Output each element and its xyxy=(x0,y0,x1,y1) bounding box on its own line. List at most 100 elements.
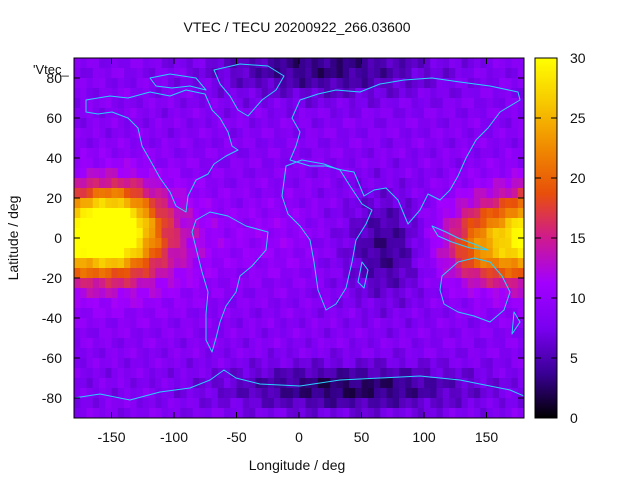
heatmap-cell xyxy=(230,278,238,289)
heatmap-cell xyxy=(467,258,475,269)
heatmap-cell xyxy=(167,378,175,389)
heatmap-cell xyxy=(155,278,163,289)
heatmap-cell xyxy=(492,118,500,129)
heatmap-cell xyxy=(361,128,369,139)
heatmap-cell xyxy=(411,388,419,399)
heatmap-cell xyxy=(442,228,450,239)
heatmap-cell xyxy=(336,188,344,199)
heatmap-cell xyxy=(474,368,481,379)
heatmap-cell xyxy=(424,68,431,79)
heatmap-cell xyxy=(192,118,200,129)
heatmap-cell xyxy=(505,258,513,269)
heatmap-cell xyxy=(199,258,206,269)
heatmap-cell xyxy=(399,268,406,279)
heatmap-cell xyxy=(486,98,494,109)
heatmap-cell xyxy=(517,188,524,199)
heatmap-cell xyxy=(199,58,206,69)
heatmap-cell xyxy=(117,128,125,139)
heatmap-cell xyxy=(136,348,144,359)
heatmap-cell xyxy=(261,298,269,309)
heatmap-cell xyxy=(405,368,413,379)
heatmap-cell xyxy=(142,338,150,349)
heatmap-cell xyxy=(136,268,144,279)
heatmap-cell xyxy=(211,98,219,109)
heatmap-cell xyxy=(417,148,425,159)
heatmap-cell xyxy=(92,278,100,289)
heatmap-cell xyxy=(142,68,150,79)
heatmap-cell xyxy=(99,398,106,409)
heatmap-cell xyxy=(267,178,275,189)
heatmap-cell xyxy=(342,208,350,219)
heatmap-cell xyxy=(80,398,88,409)
heatmap-cell xyxy=(174,268,181,279)
heatmap-cell xyxy=(355,358,363,369)
heatmap-cell xyxy=(430,308,438,319)
heatmap-cell xyxy=(136,408,144,418)
heatmap-cell xyxy=(405,248,413,259)
heatmap-cell xyxy=(142,288,150,299)
heatmap-cell xyxy=(205,218,213,229)
heatmap-cell xyxy=(99,338,106,349)
heatmap-cell xyxy=(99,58,106,69)
heatmap-cell xyxy=(267,118,275,129)
heatmap-cell xyxy=(392,158,400,169)
heatmap-cell xyxy=(217,208,225,219)
heatmap-cell xyxy=(99,278,106,289)
y-tick-label: 0 xyxy=(54,230,62,246)
heatmap-cell xyxy=(392,218,400,229)
heatmap-cell xyxy=(499,378,506,389)
heatmap-cell xyxy=(205,308,213,319)
heatmap-cell xyxy=(136,78,144,89)
heatmap-cell xyxy=(261,58,269,69)
heatmap-cell xyxy=(505,188,513,199)
heatmap-cell xyxy=(111,78,119,89)
heatmap-cell xyxy=(192,98,200,109)
heatmap-cell xyxy=(167,108,175,119)
heatmap-cell xyxy=(374,58,381,69)
heatmap-cell xyxy=(124,98,131,109)
heatmap-cell xyxy=(261,98,269,109)
heatmap-cell xyxy=(499,408,506,418)
heatmap-cell xyxy=(467,218,475,229)
heatmap-cell xyxy=(317,338,325,349)
heatmap-cell xyxy=(474,248,481,259)
heatmap-cell xyxy=(80,148,88,159)
heatmap-cell xyxy=(361,208,369,219)
heatmap-cell xyxy=(292,298,300,309)
heatmap-cell xyxy=(80,158,88,169)
heatmap-cell xyxy=(392,398,400,409)
heatmap-cell xyxy=(505,78,513,89)
heatmap-cell xyxy=(249,298,256,309)
heatmap-cell xyxy=(249,228,256,239)
heatmap-cell xyxy=(461,198,469,209)
heatmap-cell xyxy=(136,378,144,389)
heatmap-cell xyxy=(517,308,524,319)
heatmap-cell xyxy=(117,298,125,309)
heatmap-cell xyxy=(299,108,306,119)
heatmap-cell xyxy=(192,288,200,299)
heatmap-cell xyxy=(267,308,275,319)
heatmap-cell xyxy=(174,168,181,179)
heatmap-cell xyxy=(361,258,369,269)
heatmap-cell xyxy=(199,118,206,129)
heatmap-cell xyxy=(480,188,488,199)
heatmap-cell xyxy=(267,168,275,179)
heatmap-cell xyxy=(167,118,175,129)
y-tick-label: -40 xyxy=(42,310,62,326)
heatmap-cell xyxy=(211,268,219,279)
heatmap-cell xyxy=(274,128,281,139)
heatmap-cell xyxy=(417,188,425,199)
heatmap-cell xyxy=(192,148,200,159)
heatmap-cell xyxy=(105,128,113,139)
heatmap-cell xyxy=(499,118,506,129)
heatmap-cell xyxy=(217,138,225,149)
heatmap-cell xyxy=(130,228,138,239)
heatmap-cell xyxy=(417,258,425,269)
heatmap-cell xyxy=(80,378,88,389)
heatmap-cell xyxy=(405,78,413,89)
heatmap-cell xyxy=(480,298,488,309)
heatmap-cell xyxy=(92,138,100,149)
heatmap-cell xyxy=(292,228,300,239)
heatmap-cell xyxy=(249,118,256,129)
